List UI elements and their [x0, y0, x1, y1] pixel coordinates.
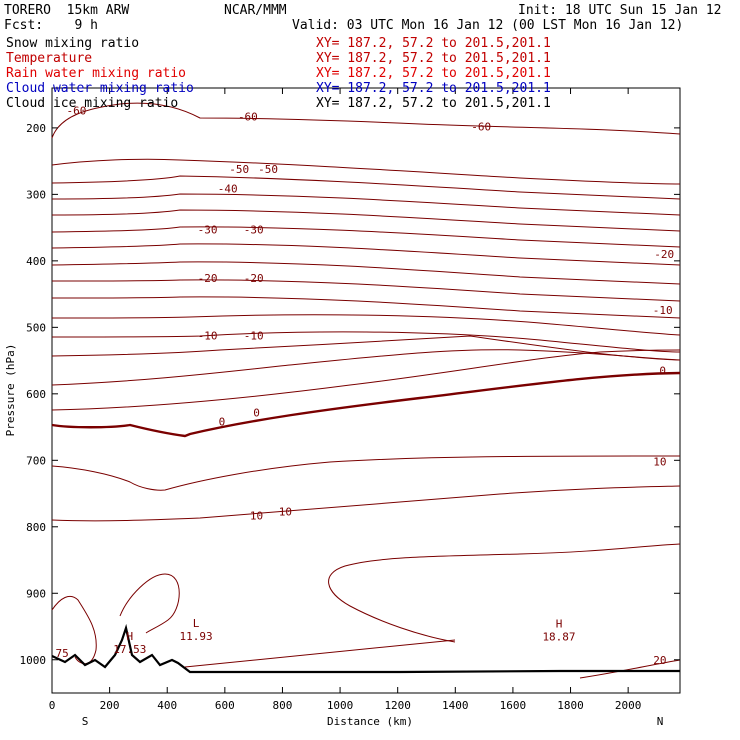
isotherm-line: [51, 209, 681, 232]
x-tick-label: 1800: [557, 699, 584, 712]
extremum-letter: H: [126, 630, 133, 643]
contour-label: -20: [198, 272, 218, 285]
field-cloudwater-name: Cloud water mixing ratio: [6, 81, 194, 96]
isotherm-line: [51, 261, 681, 285]
south-end-label: S: [82, 715, 89, 728]
y-tick-label: 700: [26, 454, 46, 467]
field-rain-xy: XY= 187.2, 57.2 to 201.5,201.1: [316, 66, 551, 81]
x-axis-title: Distance (km): [327, 715, 413, 728]
contour-label: 0: [659, 365, 666, 378]
isotherm-line: [51, 296, 681, 319]
isotherm-line: [51, 349, 681, 386]
plot-border: [51, 87, 681, 694]
contour-labels: -60 -60 -60 -50 -50 -40 -30 -30 -20 -20 -20 -10 -10 -…: [55, 105, 674, 667]
isotherm-line: [51, 158, 681, 185]
field-cloudwater-xy: XY= 187.2, 57.2 to 201.5,201.1: [316, 81, 551, 96]
x-tick-label: 2000: [615, 699, 642, 712]
y-tick-label: 500: [26, 321, 46, 334]
isotherm-line: [579, 659, 681, 679]
isotherm-line: [51, 102, 681, 139]
rain-contour-label: 75: [55, 647, 68, 660]
contour-label: -30: [244, 224, 264, 237]
field-cloudice-name: Cloud ice mixing ratio: [6, 96, 179, 111]
x-tick-label: 200: [100, 699, 120, 712]
valid-time: Valid: 03 UTC Mon 16 Jan 12 (00 LST Mon …: [292, 18, 684, 33]
contour-label: -60: [471, 121, 491, 134]
contour-label: -60: [67, 105, 87, 118]
contour-label: 10: [279, 506, 292, 519]
x-tick-label: 800: [273, 699, 293, 712]
temperature-contours: [51, 102, 681, 679]
contour-label: 0: [219, 416, 226, 429]
isotherm-line: [51, 175, 681, 200]
model-name: TORERO 15km ARW: [4, 3, 130, 18]
field-temp-xy: XY= 187.2, 57.2 to 201.5,201.1: [316, 51, 551, 66]
contour-label: -30: [198, 224, 218, 237]
contour-label: -10: [244, 329, 264, 342]
x-tick-label: 1400: [442, 699, 469, 712]
contour-label: 10: [250, 509, 263, 522]
field-rain-name: Rain water mixing ratio: [6, 66, 187, 81]
x-tick-label: 1000: [327, 699, 354, 712]
contour-label: -20: [244, 272, 264, 285]
y-axis-title: Pressure (hPa): [4, 344, 17, 437]
x-tick-label: 600: [215, 699, 235, 712]
contour-label: -10: [198, 329, 218, 342]
isotherm-warm-tongue: [328, 543, 681, 643]
contour-label: -20: [654, 248, 674, 261]
extremum-value: 18.87: [542, 631, 575, 644]
y-tick-label: 300: [26, 188, 46, 201]
x-tick-label: 0: [49, 699, 56, 712]
extremum-letter: H: [556, 618, 563, 631]
north-end-label: N: [657, 715, 664, 728]
extremum-value: 11.93: [179, 630, 212, 643]
extremum-value: 17.53: [113, 643, 146, 656]
extremum-letter: L: [193, 617, 200, 630]
contour-label: 20: [653, 654, 666, 667]
x-tick-label: 1600: [500, 699, 527, 712]
contour-label: -50: [258, 163, 278, 176]
contour-label: 0: [253, 406, 260, 419]
isotherm-line: [51, 349, 681, 411]
contour-label: -40: [218, 182, 238, 195]
init-time: Init: 18 UTC Sun 15 Jan 12: [518, 3, 722, 18]
y-tick-label: 600: [26, 388, 46, 401]
field-cloudice-xy: XY= 187.2, 57.2 to 201.5,201.1: [316, 96, 551, 111]
y-tick-label: 900: [26, 587, 46, 600]
center-name: NCAR/MMM: [224, 3, 287, 18]
y-tick-label: 400: [26, 255, 46, 268]
contour-label: -60: [238, 111, 258, 124]
isotherm-line: [51, 485, 681, 522]
x-tick-label: 400: [157, 699, 177, 712]
x-tick-label: 1200: [384, 699, 411, 712]
isotherm-line: [184, 639, 456, 668]
y-tick-label: 1000: [20, 654, 47, 667]
isotherm-line: [51, 226, 681, 248]
isotherm-closed: [119, 573, 180, 634]
forecast-hour: Fcst: 9 h: [4, 18, 98, 33]
isotherm-line: [51, 279, 681, 302]
y-tick-label: 200: [26, 122, 46, 135]
field-snow-name: Snow mixing ratio: [6, 36, 140, 51]
isotherm-line: [51, 455, 681, 491]
contour-label: 10: [653, 456, 666, 469]
axes: Pressure (hPa) Distance (km) S N 0 200 400…: [4, 88, 680, 728]
plot-frame: [51, 87, 681, 694]
field-temp-name: Temperature: [6, 51, 93, 66]
terrain-line: [51, 623, 680, 674]
isotherm-line: [51, 193, 681, 216]
isotherm-line: [51, 331, 681, 353]
isotherm-line: [51, 243, 681, 266]
y-tick-label: 800: [26, 521, 46, 534]
isotherm-line: [51, 335, 681, 361]
contour-label: -50: [229, 163, 249, 176]
contour-label: -10: [653, 304, 673, 317]
isotherm-line: [51, 314, 681, 336]
field-snow-xy: XY= 187.2, 57.2 to 201.5,201.1: [316, 36, 551, 51]
isotherm-zero-line: [51, 371, 681, 438]
